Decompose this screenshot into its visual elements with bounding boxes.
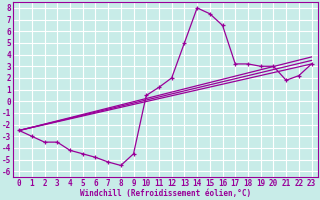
X-axis label: Windchill (Refroidissement éolien,°C): Windchill (Refroidissement éolien,°C) [80,189,251,198]
